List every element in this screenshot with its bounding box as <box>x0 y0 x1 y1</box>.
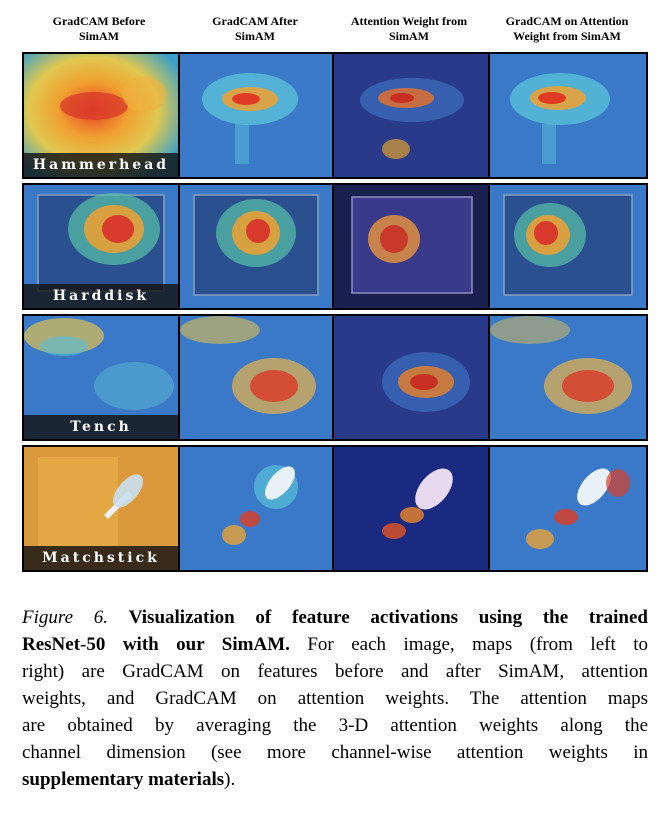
caption-title: Visualization of feature activations usi… <box>128 607 648 628</box>
caption-text: are obtained by averaging the 3-D attent… <box>22 715 648 736</box>
column-header-gradcam-before: GradCAM Before SimAM <box>24 14 174 44</box>
row-label: Matchstick <box>24 546 178 570</box>
heatmap-attention-weight <box>334 54 488 177</box>
column-header-line: SimAM <box>79 29 119 43</box>
column-header-line: Attention Weight from <box>350 14 468 28</box>
row-label: Harddisk <box>24 284 178 308</box>
column-header-line: Weight from SimAM <box>513 29 621 43</box>
heatmap-gradcam-on-attention <box>490 54 646 177</box>
figure-row-tench: Tench <box>22 314 648 441</box>
column-header-line: GradCAM on Attention <box>505 14 629 28</box>
heatmap-attention-weight <box>334 316 488 439</box>
caption-text: weights, and GradCAM on attention weight… <box>22 688 648 709</box>
figure-caption: Figure 6. Visualization of feature activ… <box>22 604 648 793</box>
column-header-gradcam-on-attention: GradCAM on Attention Weight from SimAM <box>492 14 642 44</box>
figure-row-hammerhead: Hammerhead <box>22 52 648 179</box>
heatmap-gradcam-after <box>180 54 332 177</box>
row-label: Tench <box>24 415 178 439</box>
caption-line: ResNet-50 with our SimAM. For each image… <box>22 631 648 658</box>
heatmap-gradcam-after <box>180 316 332 439</box>
heatmap-gradcam-on-attention <box>490 185 646 308</box>
supplementary-reference: supplementary materials <box>22 769 225 790</box>
column-header-line: SimAM <box>235 29 275 43</box>
heatmap-gradcam-after <box>180 447 332 570</box>
figure-row-matchstick: Matchstick <box>22 445 648 572</box>
caption-line: supplementary materials). <box>22 766 648 793</box>
figure-label: Figure 6. <box>22 607 109 628</box>
column-header-line: SimAM <box>389 29 429 43</box>
heatmap-gradcam-on-attention <box>490 447 646 570</box>
caption-text: For each image, maps (from left to <box>307 634 648 655</box>
column-headers: GradCAM Before SimAM GradCAM After SimAM… <box>22 14 648 50</box>
row-label: Hammerhead <box>24 153 178 177</box>
column-header-gradcam-after: GradCAM After SimAM <box>180 14 330 44</box>
heatmap-gradcam-after <box>180 185 332 308</box>
column-header-attention-weight: Attention Weight from SimAM <box>334 14 484 44</box>
caption-text: right) are GradCAM on features before an… <box>22 661 648 682</box>
heatmap-attention-weight <box>334 447 488 570</box>
caption-title: ResNet-50 with our SimAM. <box>22 634 290 655</box>
column-header-line: GradCAM Before <box>52 14 146 28</box>
caption-line: Figure 6. Visualization of feature activ… <box>22 604 648 631</box>
activation-figure-grid: Hammerhead <box>22 52 648 572</box>
caption-text: channel dimension (see more channel-wise… <box>22 742 648 763</box>
column-header-line: GradCAM After <box>212 14 298 28</box>
heatmap-attention-weight <box>334 185 488 308</box>
caption-text: ). <box>224 769 236 790</box>
figure-row-harddisk: Harddisk <box>22 183 648 310</box>
heatmap-gradcam-on-attention <box>490 316 646 439</box>
